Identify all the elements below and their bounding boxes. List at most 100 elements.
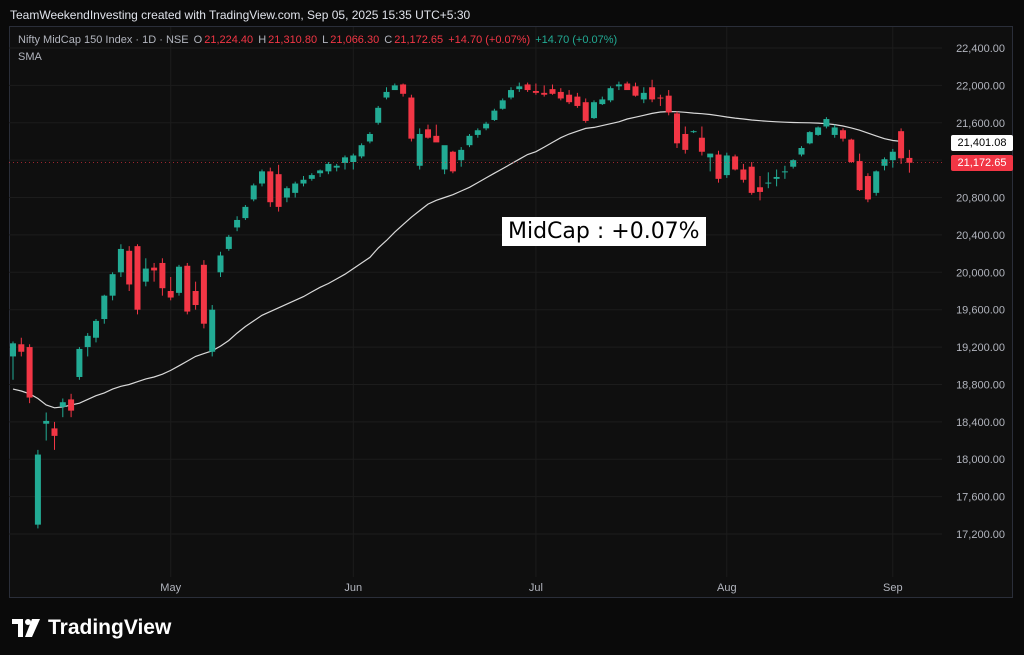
y-tick-label: 18,800.00	[956, 379, 1005, 391]
high-value: 21,310.80	[268, 34, 318, 46]
tradingview-logo-icon	[12, 619, 40, 637]
tradingview-logo[interactable]: TradingView	[12, 616, 171, 640]
symbol-name: Nifty MidCap 150 Index · 1D · NSE	[18, 34, 189, 46]
candle-body	[366, 133, 373, 142]
sma-indicator-label[interactable]: SMA	[18, 51, 42, 63]
candle-body	[640, 92, 647, 100]
candle-body	[18, 344, 25, 352]
candle-body	[176, 266, 182, 293]
candle-body	[43, 420, 50, 424]
candle-body	[690, 131, 697, 133]
y-tick-label: 22,000.00	[956, 80, 1005, 92]
low-label: L	[322, 34, 329, 46]
candle-body	[425, 129, 431, 138]
candle-body	[51, 428, 58, 436]
chart-frame[interactable]	[9, 26, 1013, 598]
candle-body	[840, 130, 846, 139]
candle-body	[566, 94, 573, 103]
y-tick-label: 22,400.00	[956, 43, 1005, 55]
close-label: C	[384, 34, 393, 46]
high-label: H	[258, 34, 267, 46]
candle-body	[773, 176, 780, 179]
sma-price-tag: 21,401.08	[951, 135, 1013, 151]
candle-body	[798, 148, 805, 155]
candle-body	[159, 262, 166, 289]
y-tick-label: 20,000.00	[956, 267, 1005, 279]
candle-body	[591, 102, 597, 119]
x-tick-label: Jun	[344, 582, 362, 594]
candle-body	[632, 86, 639, 96]
candle-body	[300, 179, 307, 184]
candle-body	[615, 84, 622, 87]
candle-body	[740, 169, 747, 180]
open-value: 21,224.40	[204, 34, 254, 46]
candle-body	[806, 132, 813, 144]
candle-body	[781, 171, 788, 173]
candle-body	[682, 133, 689, 150]
candle-body	[209, 309, 216, 352]
candle-body	[275, 174, 282, 207]
candle-body	[624, 83, 631, 91]
candle-body	[317, 170, 324, 174]
y-tick-label: 17,200.00	[956, 529, 1005, 541]
candle-body	[126, 250, 133, 285]
candle-body	[715, 154, 722, 179]
candle-body	[375, 107, 382, 123]
sma-line	[12, 110, 902, 409]
candle-body	[383, 91, 390, 98]
candle-body	[433, 135, 440, 143]
candle-body	[68, 399, 75, 411]
candle-body	[889, 151, 896, 161]
tradingview-logo-text: TradingView	[48, 616, 172, 639]
candle-body	[649, 87, 656, 100]
candle-body	[416, 133, 423, 166]
candle-body	[541, 92, 548, 95]
candle-body	[342, 157, 348, 163]
candle-body	[557, 91, 564, 99]
y-tick-label: 17,600.00	[956, 492, 1005, 504]
candle-body	[225, 236, 232, 249]
candle-body	[491, 110, 498, 120]
last-price-tag: 21,172.65	[951, 155, 1013, 171]
y-tick-label: 18,400.00	[956, 417, 1005, 429]
candle-body	[790, 160, 797, 167]
candle-body	[499, 100, 506, 109]
candle-body	[308, 175, 315, 179]
candle-body	[333, 165, 340, 168]
candle-body	[757, 187, 763, 192]
candle-body	[34, 454, 41, 525]
open-label: O	[193, 34, 203, 46]
candle-body	[723, 155, 730, 176]
y-tick-label: 18,000.00	[956, 454, 1005, 466]
candle-body	[192, 291, 199, 306]
candle-body	[408, 97, 415, 139]
candle-body	[76, 348, 83, 377]
candle-body	[250, 185, 257, 200]
y-tick-label: 19,200.00	[956, 342, 1005, 354]
candle-body	[184, 265, 191, 312]
candle-body	[881, 159, 888, 166]
candle-body	[856, 161, 863, 191]
candle-body	[864, 176, 871, 200]
change-value-secondary: +14.70 (+0.07%)	[535, 34, 618, 46]
candle-body	[217, 255, 224, 273]
candle-body	[607, 88, 614, 101]
candle-body	[873, 171, 880, 193]
candle-body	[532, 90, 539, 93]
candle-body	[674, 113, 680, 144]
y-tick-label: 20,800.00	[956, 193, 1005, 205]
candle-body	[259, 171, 265, 184]
candle-body	[441, 145, 448, 170]
candle-body	[657, 97, 664, 99]
chart-credit: TeamWeekendInvesting created with Tradin…	[10, 8, 471, 22]
candle-body	[242, 206, 249, 219]
candle-body	[134, 246, 141, 310]
candle-body	[732, 156, 739, 170]
candle-body	[707, 153, 714, 158]
candle-body	[474, 130, 481, 135]
candle-body	[516, 86, 523, 90]
y-tick-label: 19,600.00	[956, 305, 1005, 317]
candle-body	[26, 347, 33, 398]
candle-body	[748, 166, 755, 193]
